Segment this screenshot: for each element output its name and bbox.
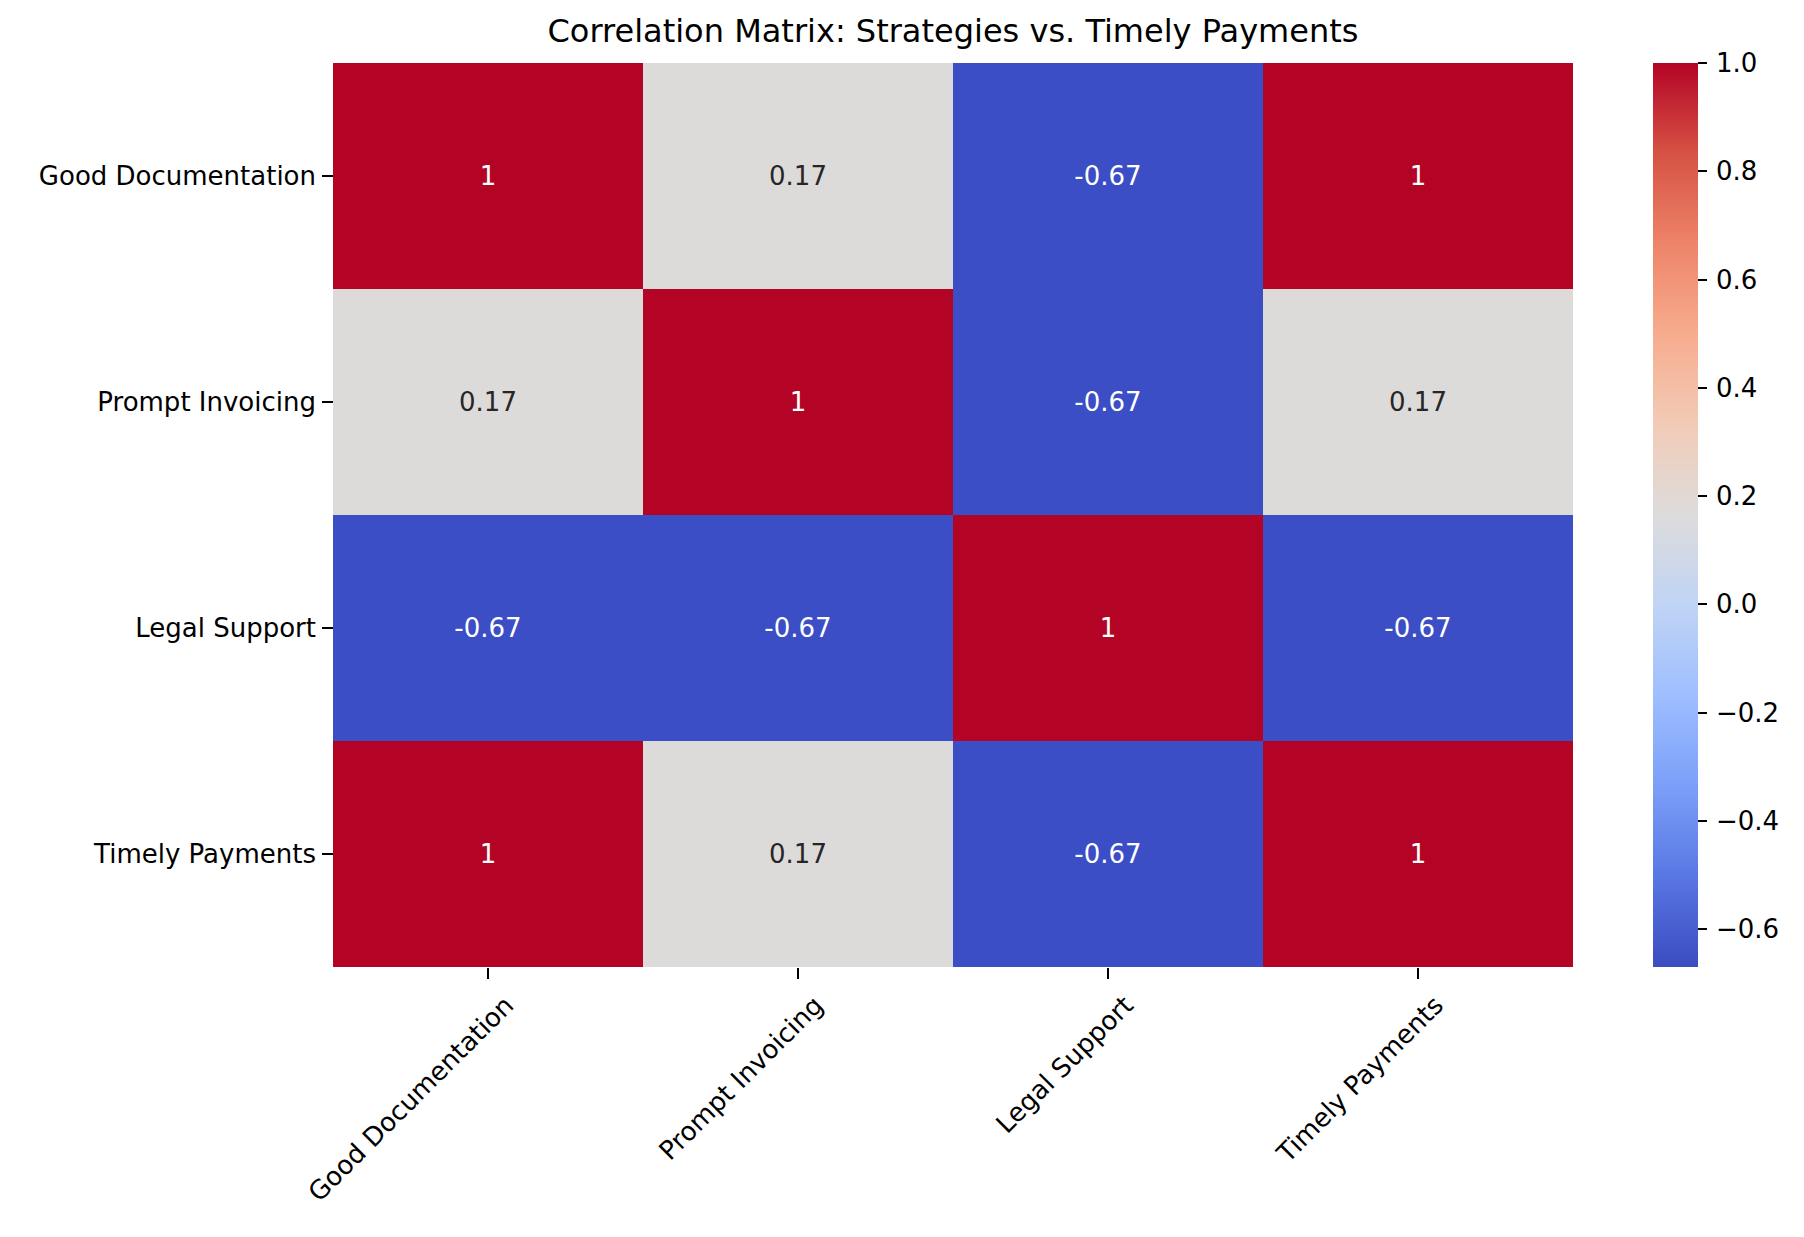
cell-value: -0.67 xyxy=(454,615,521,641)
colorbar-tick-mark xyxy=(1698,603,1707,605)
heatmap-cell: -0.67 xyxy=(953,63,1263,289)
colorbar-tick-mark xyxy=(1698,170,1707,172)
y-tick-label: Good Documentation xyxy=(0,159,316,193)
correlation-heatmap-figure: Correlation Matrix: Strategies vs. Timel… xyxy=(0,0,1804,1237)
x-tick-label: Timely Payments xyxy=(1271,990,1449,1168)
x-tick-mark xyxy=(487,968,489,979)
x-tick-label: Prompt Invoicing xyxy=(653,990,829,1166)
cell-value: 0.17 xyxy=(1389,389,1447,415)
y-tick-label: Timely Payments xyxy=(0,837,316,871)
colorbar-tick-label: 0.8 xyxy=(1716,154,1757,188)
x-tick-mark xyxy=(797,968,799,979)
colorbar-tick-mark xyxy=(1698,820,1707,822)
cell-value: -0.67 xyxy=(1384,615,1451,641)
heatmap-cell: 1 xyxy=(953,515,1263,741)
cell-value: 1 xyxy=(480,841,497,867)
cell-value: 1 xyxy=(480,163,497,189)
cell-value: 0.17 xyxy=(769,163,827,189)
heatmap-cell: 0.17 xyxy=(643,63,953,289)
colorbar-tick-label: −0.2 xyxy=(1716,696,1779,730)
colorbar-tick-mark xyxy=(1698,495,1707,497)
y-tick-mark xyxy=(322,175,333,177)
cell-value: 0.17 xyxy=(769,841,827,867)
x-tick-mark xyxy=(1107,968,1109,979)
heatmap-cell: 0.17 xyxy=(1263,289,1573,515)
x-tick-label: Good Documentation xyxy=(302,990,519,1207)
heatmap-cell: 0.17 xyxy=(333,289,643,515)
heatmap-cell: 1 xyxy=(333,741,643,967)
cell-value: -0.67 xyxy=(764,615,831,641)
cell-value: 1 xyxy=(1100,615,1117,641)
heatmap-cell: 0.17 xyxy=(643,741,953,967)
cell-value: 1 xyxy=(1410,163,1427,189)
colorbar-tick-label: 0.2 xyxy=(1716,479,1757,513)
y-tick-label: Prompt Invoicing xyxy=(0,385,316,419)
y-tick-mark xyxy=(322,627,333,629)
colorbar-tick-label: −0.6 xyxy=(1716,912,1779,946)
heatmap-cell: 1 xyxy=(333,63,643,289)
y-tick-mark xyxy=(322,853,333,855)
heatmap-cell: 1 xyxy=(643,289,953,515)
heatmap-cell: -0.67 xyxy=(953,741,1263,967)
colorbar-tick-mark xyxy=(1698,928,1707,930)
chart-title: Correlation Matrix: Strategies vs. Timel… xyxy=(333,12,1573,50)
heatmap-grid: 1 0.17 -0.67 1 0.17 1 -0.67 0.17 -0.67 -0.67 1 -0.6… xyxy=(333,63,1573,967)
colorbar-tick-label: 0.0 xyxy=(1716,587,1757,621)
cell-value: 1 xyxy=(1410,841,1427,867)
heatmap-cell: -0.67 xyxy=(1263,515,1573,741)
cell-value: 0.17 xyxy=(459,389,517,415)
colorbar-tick-label: 1.0 xyxy=(1716,46,1757,80)
heatmap-cell: -0.67 xyxy=(953,289,1263,515)
x-tick-mark xyxy=(1417,968,1419,979)
colorbar-tick-label: 0.4 xyxy=(1716,371,1757,405)
heatmap-cell: 1 xyxy=(1263,741,1573,967)
colorbar-tick-mark xyxy=(1698,387,1707,389)
cell-value: 1 xyxy=(790,389,807,415)
heatmap-cell: -0.67 xyxy=(643,515,953,741)
heatmap-cell: 1 xyxy=(1263,63,1573,289)
colorbar-tick-mark xyxy=(1698,712,1707,714)
y-tick-mark xyxy=(322,401,333,403)
colorbar-tick-label: 0.6 xyxy=(1716,263,1757,297)
cell-value: -0.67 xyxy=(1074,841,1141,867)
y-tick-label: Legal Support xyxy=(0,611,316,645)
heatmap-cell: -0.67 xyxy=(333,515,643,741)
colorbar-tick-mark xyxy=(1698,62,1707,64)
cell-value: -0.67 xyxy=(1074,163,1141,189)
x-tick-label: Legal Support xyxy=(990,990,1139,1139)
cell-value: -0.67 xyxy=(1074,389,1141,415)
colorbar-tick-label: −0.4 xyxy=(1716,804,1779,838)
colorbar-tick-mark xyxy=(1698,279,1707,281)
colorbar xyxy=(1653,63,1698,967)
